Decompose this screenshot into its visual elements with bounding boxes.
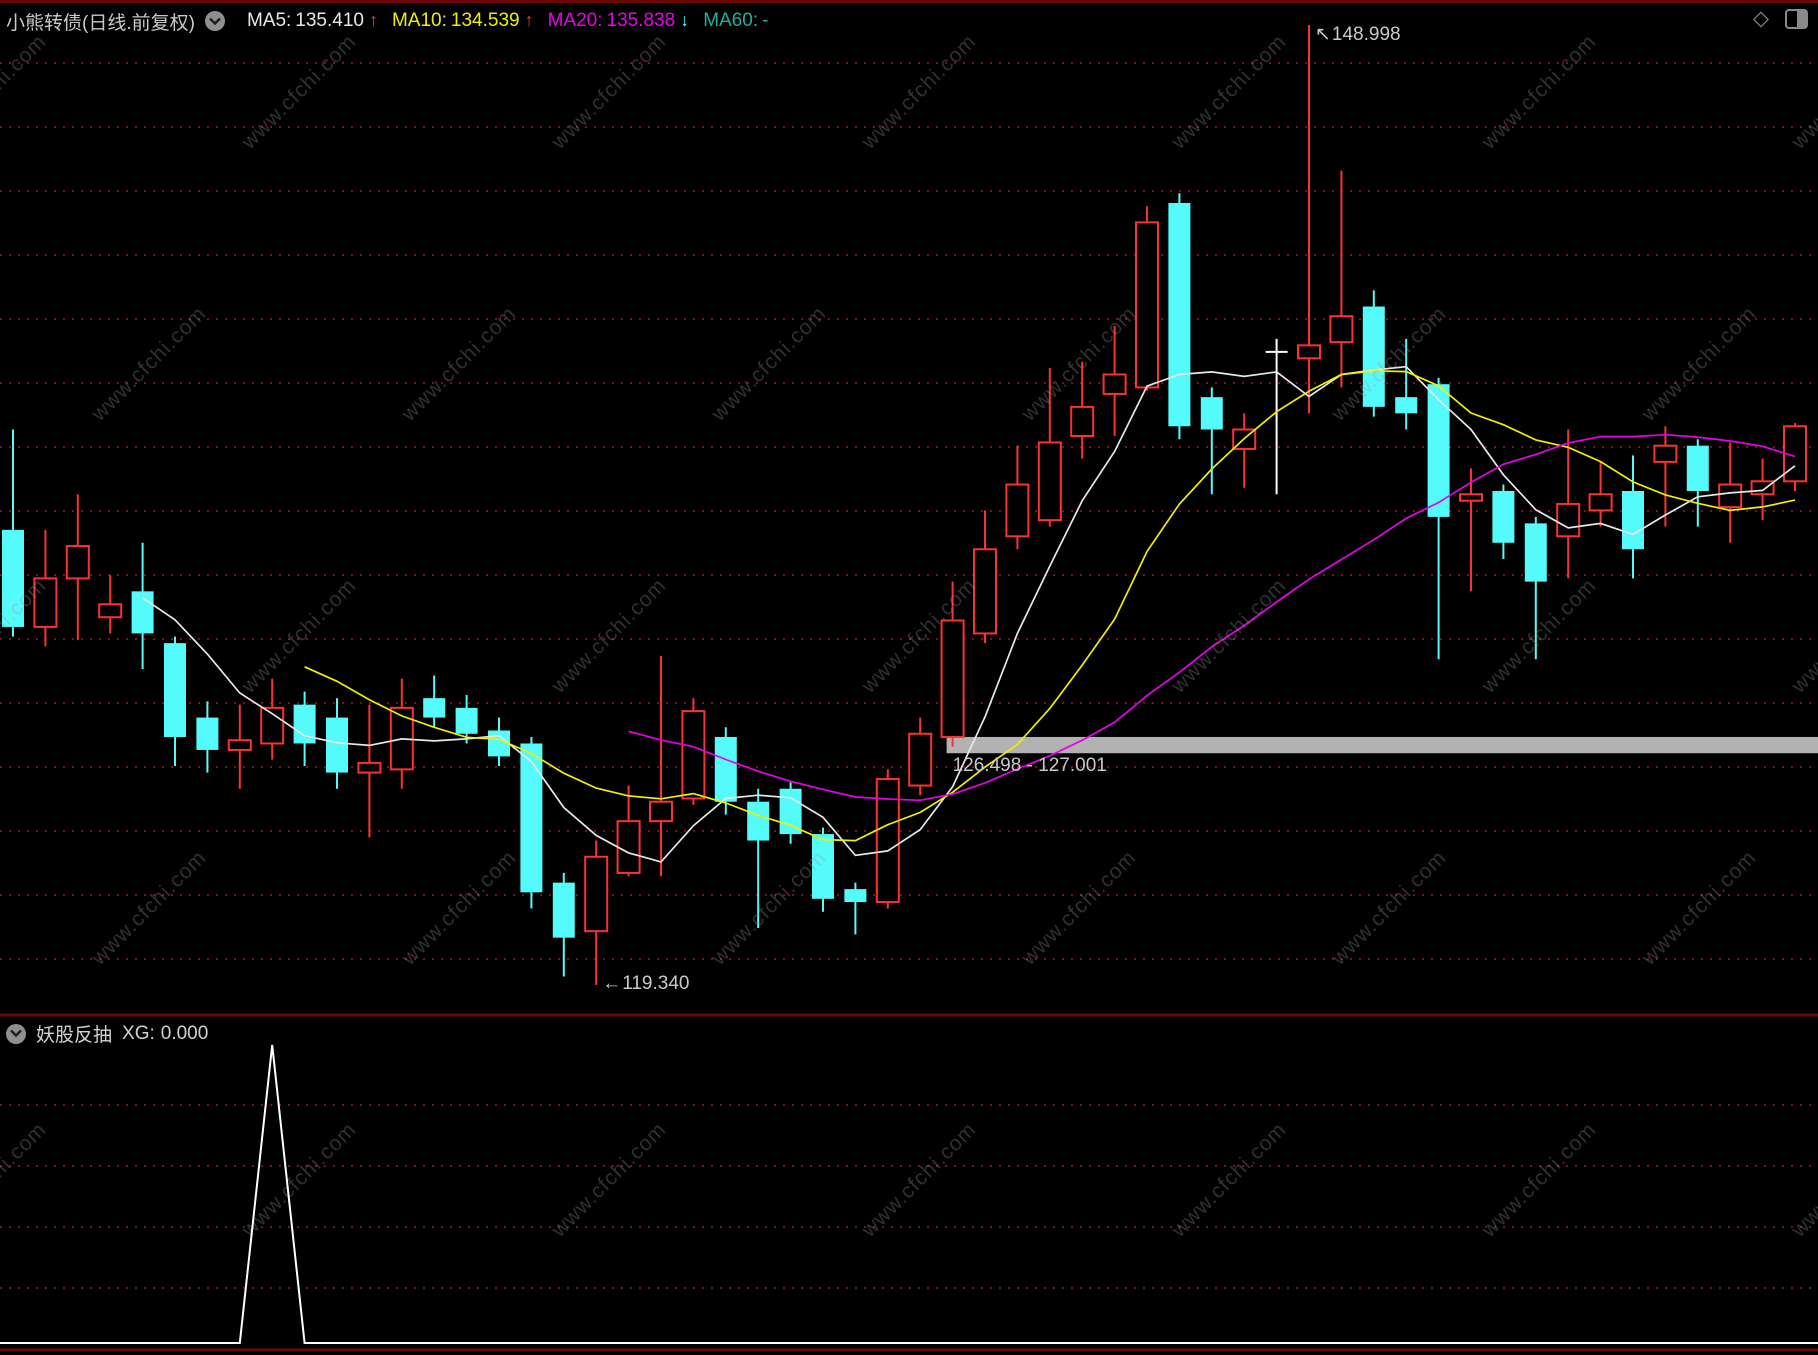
header-icons: ◇ xyxy=(1753,8,1808,29)
indicator-name: 妖股反抽 xyxy=(36,1025,113,1046)
watermark: www.cfchi.com xyxy=(707,846,831,970)
low-price-annotation: ← 119.340 xyxy=(602,973,689,995)
panel-layout-icon-fill xyxy=(1797,10,1806,27)
ma5-up-arrow-icon: ↑ xyxy=(368,10,378,30)
ma-lines xyxy=(142,365,1796,863)
ma10-line xyxy=(304,370,1796,842)
watermark: www.cfchi.com xyxy=(857,30,981,154)
panel-layout-icon[interactable] xyxy=(1785,8,1808,29)
watermark: www.cfchi.com xyxy=(547,1118,671,1242)
ma20-value: 135.838 xyxy=(606,10,676,31)
sub-panel-header: 妖股反抽 XG: 0.000 xyxy=(6,1020,208,1047)
ma5-line xyxy=(142,365,1796,863)
gridlines xyxy=(0,62,1818,1289)
chevron-down-icon[interactable] xyxy=(204,11,225,31)
watermark: www.cfchi.com xyxy=(1477,1118,1601,1242)
watermark: www.cfchi.com xyxy=(1167,30,1291,154)
watermark: www.cfchi.com xyxy=(1787,574,1818,698)
watermark: www.cfchi.com xyxy=(1167,574,1291,698)
ma20-label: MA20: xyxy=(547,10,603,31)
left-arrow-icon: ← xyxy=(602,972,622,994)
low-price-label: 119.340 xyxy=(622,972,690,994)
top-border xyxy=(0,0,1818,3)
ma20-down-arrow-icon: ↓ xyxy=(680,10,690,30)
watermark: www.cfchi.com xyxy=(1637,302,1761,426)
watermark: www.cfchi.com xyxy=(1167,1118,1291,1242)
price-band-label: 126.498 - 127.001 xyxy=(952,755,1107,777)
watermark: www.cfchi.com xyxy=(547,574,671,698)
instrument-title: 小熊转债(日线.前复权) xyxy=(6,12,195,34)
up-left-arrow-icon: ↖ xyxy=(1315,24,1331,45)
ma5-label: MA5: xyxy=(246,10,292,31)
xg-signal-line xyxy=(0,1044,1818,1344)
watermark: www.cfchi.com xyxy=(0,30,51,154)
ma60-readout: MA60: - xyxy=(703,10,772,32)
diamond-icon[interactable]: ◇ xyxy=(1752,7,1769,30)
watermark: www.cfchi.com xyxy=(237,30,361,154)
high-price-annotation: ↖ 148.998 xyxy=(1315,23,1401,46)
watermark: www.cfchi.com xyxy=(1327,846,1451,970)
watermark: www.cfchi.com xyxy=(87,846,211,970)
watermark: www.cfchi.com xyxy=(1477,574,1601,698)
price-band-annotation: 126.498 - 127.001 xyxy=(953,755,1107,777)
watermark: www.cfchi.com xyxy=(1787,1118,1818,1242)
ma10-value: 134.539 xyxy=(450,10,520,31)
ma5-readout: MA5: 135.410 ↑ xyxy=(247,10,378,32)
watermark: www.cfchi.com xyxy=(857,1118,981,1242)
watermark: www.cfchi.com xyxy=(237,1118,361,1242)
xg-label: XG: xyxy=(122,1022,155,1044)
watermark: www.cfchi.com xyxy=(1637,846,1761,970)
ma60-value: - xyxy=(762,10,769,31)
watermark: www.cfchi.com xyxy=(1477,30,1601,154)
sub-chevron-down-icon[interactable] xyxy=(6,1023,26,1044)
watermark: www.cfchi.com xyxy=(707,302,831,426)
xg-value: 0.000 xyxy=(160,1022,209,1044)
watermark: www.cfchi.com xyxy=(397,846,521,970)
watermark: www.cfchi.com xyxy=(1017,846,1141,970)
ma10-readout: MA10: 134.539 ↑ xyxy=(392,10,534,32)
ma60-label: MA60: xyxy=(703,10,759,31)
ma10-up-arrow-icon: ↑ xyxy=(524,10,534,30)
high-price-label: 148.998 xyxy=(1331,23,1401,45)
watermarks: www.cfchi.com www.cfchi.com www.cfchi.com w… xyxy=(0,30,1818,1242)
watermark: www.cfchi.com xyxy=(1787,30,1818,154)
watermark: www.cfchi.com xyxy=(87,302,211,426)
ma10-label: MA10: xyxy=(391,10,447,31)
ma5-value: 135.410 xyxy=(295,10,364,31)
candles xyxy=(2,25,1807,985)
watermark: www.cfchi.com xyxy=(547,30,671,154)
watermark: www.cfchi.com xyxy=(237,574,361,698)
price-band xyxy=(946,736,1818,754)
main-chart-header: 小熊转债(日线.前复权) MA5: 135.410 ↑ MA10: 134.53… xyxy=(6,5,772,37)
ma20-readout: MA20: 135.838 ↓ xyxy=(548,10,690,32)
ma20-line xyxy=(628,433,1796,802)
watermark: www.cfchi.com xyxy=(0,1118,51,1242)
watermark: www.cfchi.com xyxy=(397,302,521,426)
